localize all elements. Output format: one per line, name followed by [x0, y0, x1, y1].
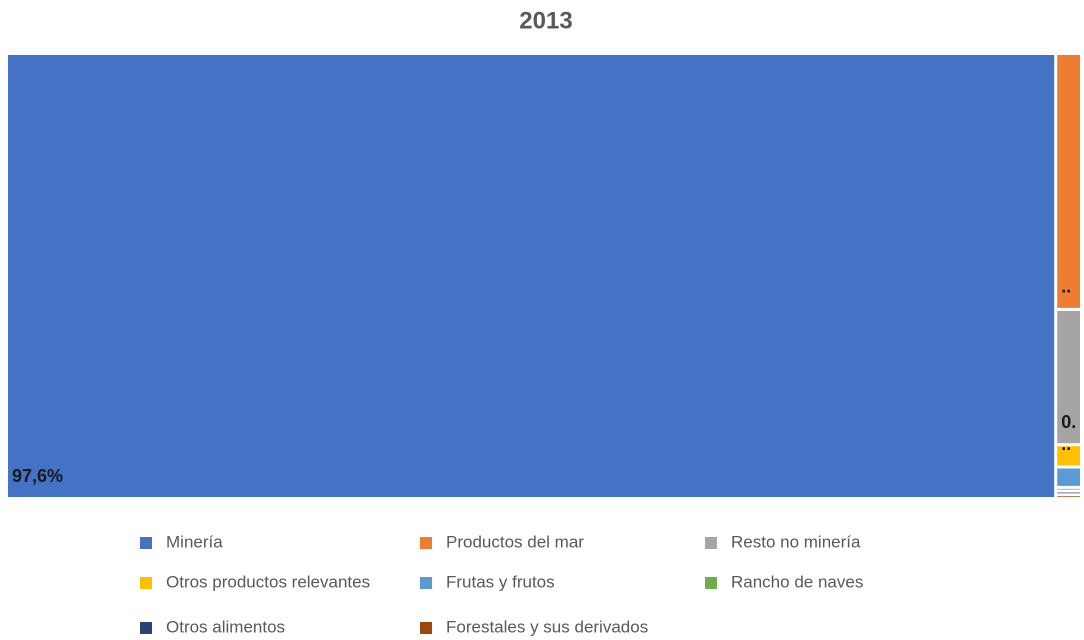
treemap-tile: [1057, 496, 1080, 497]
legend-label: Minería: [166, 532, 223, 551]
legend-label: Frutas y frutos: [446, 572, 555, 591]
chart-title: 2013: [519, 7, 572, 34]
legend-swatch: [140, 537, 152, 549]
treemap-tile: [1057, 310, 1080, 444]
treemap-tile: [1057, 446, 1080, 466]
treemap-tile: [8, 55, 1055, 497]
value-label: 0.: [1061, 412, 1076, 432]
treemap-tile: [1057, 55, 1080, 308]
treemap-tile: [1057, 488, 1080, 490]
legend-swatch: [705, 537, 717, 549]
legend-swatch: [140, 622, 152, 634]
value-label: 97,6%: [12, 466, 63, 486]
legend-label: Productos del mar: [446, 532, 584, 551]
legend-swatch: [420, 577, 432, 589]
value-label: ..: [1061, 277, 1071, 297]
legend-swatch: [420, 622, 432, 634]
legend-swatch: [705, 577, 717, 589]
legend-label: Otros alimentos: [166, 617, 285, 636]
legend-swatch: [140, 577, 152, 589]
treemap-tile: [1057, 492, 1080, 494]
legend-label: Rancho de naves: [731, 572, 863, 591]
treemap-tile: [1057, 468, 1080, 486]
legend-swatch: [420, 537, 432, 549]
legend-label: Otros productos relevantes: [166, 572, 370, 591]
legend-label: Resto no minería: [731, 532, 861, 551]
value-label: ..: [1061, 434, 1071, 454]
legend-label: Forestales y sus derivados: [446, 617, 648, 636]
